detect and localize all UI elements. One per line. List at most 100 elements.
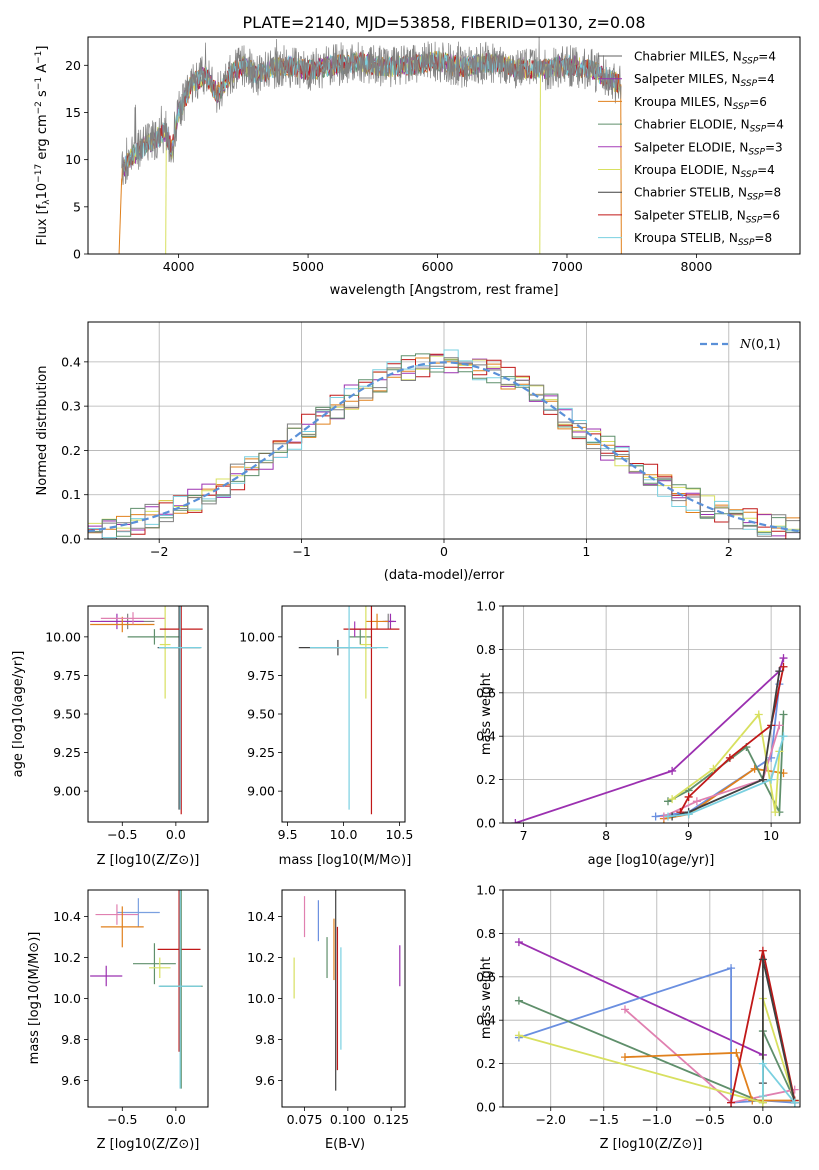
series-marker — [725, 753, 734, 762]
axes-frame — [502, 889, 801, 1108]
x-tick-label: −1.5 — [589, 1112, 619, 1127]
y-tick-label: 15 — [65, 105, 81, 120]
legend-label-main: Salpeter ELODIE, N — [634, 140, 748, 154]
series-marker — [511, 819, 520, 823]
plot-area — [293, 890, 401, 1091]
series-marker — [771, 808, 780, 817]
axes-frame — [502, 605, 801, 824]
x-tick-label: −2.0 — [536, 1112, 566, 1127]
y-tick-label: 0.4 — [476, 729, 496, 744]
series-marker — [732, 1048, 741, 1057]
y-axis-label-part: A — [35, 64, 50, 77]
y-tick-label: 10.4 — [53, 909, 81, 924]
y-axis-label-part: s — [35, 90, 50, 101]
legend-label-sub: SSP — [741, 170, 758, 180]
y-tick-label: 0.0 — [476, 1100, 496, 1115]
legend-label: Chabrier ELODIE, NSSP=4 — [634, 118, 784, 135]
y-tick-label: 0.1 — [61, 487, 81, 502]
x-tick-label: −1 — [292, 544, 310, 559]
x-tick-label: 0 — [440, 544, 448, 559]
legend-label-main: Kroupa ELODIE, N — [634, 163, 741, 177]
y-tick-label: 5 — [73, 199, 81, 214]
x-axis-label: age [log10(age/yr)] — [588, 853, 715, 868]
y-tick-label: 0.8 — [476, 926, 496, 941]
series-marker — [779, 654, 788, 663]
series-marker — [684, 810, 693, 819]
y-tick-label: 10.2 — [247, 950, 275, 965]
plot-area — [514, 938, 799, 1107]
x-tick-label: 10 — [763, 828, 779, 843]
y-tick-label: 10.0 — [247, 991, 275, 1006]
y-tick-label: 9.50 — [53, 707, 81, 722]
series-marker — [692, 797, 701, 806]
plot-area — [88, 349, 800, 539]
y-tick-label: 1.0 — [476, 599, 496, 614]
axes-frame — [281, 605, 406, 823]
y-axis-label: age [log10(age/yr)] — [11, 651, 26, 778]
x-axis-label: (data-model)/error — [384, 568, 505, 583]
x-tick-label: 10.5 — [385, 827, 413, 842]
y-axis-label: Normed distribution — [35, 366, 50, 496]
legend-label-sub: SSP — [747, 193, 764, 203]
y-tick-label: 0.2 — [476, 772, 496, 787]
legend-label-main: N — [739, 336, 752, 351]
axes-frame — [87, 605, 209, 823]
legend-label-main: Salpeter MILES, N — [634, 72, 741, 86]
panel-age-vs-mass: 9.5 10.0 10.5 9.00 9.25 9.50 9.75 10.00 mass [lo… — [239, 605, 413, 868]
series-marker — [758, 1092, 767, 1101]
plot-area — [90, 606, 203, 815]
y-tick-label: 10 — [65, 152, 81, 167]
y-tick-label: 0.4 — [476, 1013, 496, 1028]
y-tick-label: 9.75 — [247, 668, 275, 683]
series-marker — [514, 1031, 523, 1040]
legend-label-tail: =6 — [762, 208, 780, 222]
panel-residuals: −2 −1 0 1 2 0.0 0.1 0.2 0.3 0.4 N(0,1) (data-model)… — [35, 321, 801, 583]
y-tick-label: 9.6 — [255, 1073, 275, 1088]
y-tick-label: 9.8 — [61, 1032, 81, 1047]
y-axis-label-part: −17 — [34, 164, 44, 183]
x-tick-label: 0.100 — [330, 1112, 366, 1127]
legend-label: Salpeter MILES, NSSP=4 — [634, 72, 775, 89]
series-marker — [727, 1098, 736, 1107]
x-axis-label: Z [log10(Z/Z⊙)] — [97, 853, 200, 868]
y-tick-label: 9.00 — [247, 784, 275, 799]
series-marker — [758, 946, 767, 955]
x-tick-label: 0.0 — [166, 827, 186, 842]
y-tick-label: 1.0 — [476, 883, 496, 898]
x-axis-label: mass [log10(M/M⊙)] — [279, 853, 412, 868]
series-marker — [775, 721, 784, 730]
plot-area — [118, 37, 622, 254]
legend-label-tail: =8 — [764, 186, 782, 200]
y-tick-label: 0.0 — [61, 532, 81, 547]
y-tick-label: 0.2 — [61, 443, 81, 458]
plot-area — [298, 606, 400, 815]
y-tick-label: 10.00 — [239, 629, 275, 644]
legend-label: Kroupa STELIB, NSSP=8 — [634, 231, 772, 248]
y-axis-label-part: −1 — [34, 51, 44, 64]
gaussian-curve — [88, 361, 800, 533]
x-tick-label: 2 — [725, 544, 733, 559]
legend-label-tail: =3 — [765, 140, 783, 154]
panel-mass-vs-EBV: 0.075 0.100 0.125 9.6 9.8 10.0 10.2 10.4 E(B-V) — [247, 889, 409, 1152]
panel-spectrum: 4000 5000 6000 7000 8000 0 5 10 15 20 Chabrier MIL… — [34, 36, 801, 298]
legend-label-sub: SSP — [741, 79, 758, 89]
model-edge — [165, 131, 167, 254]
x-axis-label: wavelength [Angstrom, rest frame] — [330, 283, 559, 298]
y-tick-label: 0.6 — [476, 685, 496, 700]
y-tick-label: 9.8 — [255, 1032, 275, 1047]
legend-label-main: Chabrier ELODIE, N — [634, 118, 750, 132]
x-tick-label: 9 — [685, 828, 693, 843]
y-tick-label: 10.4 — [247, 909, 275, 924]
y-tick-label: 10.0 — [53, 991, 81, 1006]
legend-label-tail: =6 — [749, 95, 767, 109]
x-tick-label: −2 — [150, 544, 168, 559]
x-tick-label: 5000 — [292, 259, 324, 274]
series-marker — [779, 732, 788, 741]
legend-label: Salpeter ELODIE, NSSP=3 — [634, 140, 783, 157]
y-tick-label: 9.25 — [53, 745, 81, 760]
legend-label-main: Kroupa MILES, N — [634, 95, 733, 109]
x-tick-label: 8 — [602, 828, 610, 843]
y-tick-label: 0.8 — [476, 642, 496, 657]
x-axis-label: Z [log10(Z/Z⊙)] — [97, 1137, 200, 1152]
x-tick-label: 8000 — [681, 259, 713, 274]
